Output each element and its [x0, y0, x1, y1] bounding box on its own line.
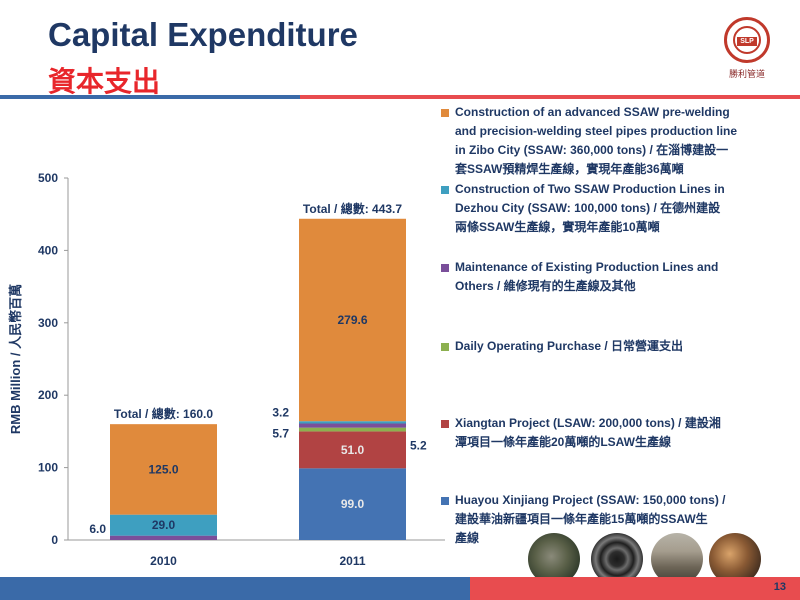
y-tick-label: 0 — [51, 533, 58, 547]
legend-item: Maintenance of Existing Production Lines… — [441, 258, 786, 296]
y-tick-label: 300 — [38, 316, 58, 330]
legend-item: Construction of Two SSAW Production Line… — [441, 180, 786, 237]
page-title-chinese: 資本支出 — [48, 65, 161, 98]
data-label: 29.0 — [152, 518, 176, 532]
bar-segment — [299, 421, 406, 424]
y-tick-label: 400 — [38, 243, 58, 257]
legend-label: Construction of Two SSAW Production Line… — [455, 182, 725, 234]
legend-label: Huayou Xinjiang Project (SSAW: 150,000 t… — [455, 493, 726, 545]
y-axis-title: RMB Million / 人民幣百萬 — [8, 284, 23, 434]
bar-segment — [110, 535, 217, 540]
header-divider-red — [300, 95, 800, 99]
welding-photo — [709, 533, 761, 585]
footer-band-blue — [0, 577, 470, 600]
legend-item: Construction of an advanced SSAW pre-wel… — [441, 103, 786, 179]
capex-stacked-bar-chart: 0 100 200 300 400 500 RMB Million / 人民幣百萬 2010 T… — [8, 171, 445, 568]
pipeline-laying-photo — [651, 533, 703, 585]
page-number: 13 — [773, 581, 786, 593]
legend-swatch — [441, 109, 449, 117]
legend-item: Xiangtan Project (LSAW: 200,000 tons) / … — [441, 414, 786, 452]
pipe-stack-photo — [528, 533, 580, 585]
bar-segment — [299, 423, 406, 428]
legend-label: Xiangtan Project (LSAW: 200,000 tons) / … — [455, 416, 721, 449]
data-label: 125.0 — [148, 462, 178, 476]
bar-total-label: Total / 總數: 160.0 — [114, 406, 213, 421]
data-label: 6.0 — [89, 522, 106, 536]
legend-swatch — [441, 264, 449, 272]
x-tick-label: 2011 — [339, 554, 365, 568]
y-tick-label: 100 — [38, 461, 58, 475]
page-title: Capital Expenditure — [48, 16, 358, 53]
legend-swatch — [441, 186, 449, 194]
data-label: 5.2 — [410, 439, 427, 453]
legend-swatch — [441, 420, 449, 428]
legend-swatch — [441, 343, 449, 351]
legend-label: Daily Operating Purchase / 日常營運支出 — [455, 339, 684, 353]
logo-badge: SLP — [737, 37, 757, 46]
bar-segment — [110, 514, 217, 536]
legend-item: Huayou Xinjiang Project (SSAW: 150,000 t… — [441, 491, 786, 548]
header-divider-blue — [0, 95, 300, 99]
data-label: 51.0 — [341, 443, 365, 457]
legend-item: Daily Operating Purchase / 日常營運支出 — [441, 337, 786, 356]
company-logo: SLP — [724, 17, 770, 63]
data-label: 99.0 — [341, 497, 365, 511]
data-label: 279.6 — [337, 313, 367, 327]
bar-segment — [299, 431, 406, 469]
legend-label: Construction of an advanced SSAW pre-wel… — [455, 105, 738, 176]
y-tick-label: 200 — [38, 388, 58, 402]
x-tick-label: 2010 — [150, 554, 177, 568]
bar-segment — [299, 218, 406, 422]
logo-caption: 勝利管道 — [728, 70, 765, 80]
logo-ring-icon — [733, 26, 761, 54]
bar-segment — [299, 468, 406, 540]
bar-total-label: Total / 總數: 443.7 — [303, 201, 402, 216]
data-label: 5.7 — [272, 427, 289, 441]
pipe-ends-photo — [591, 533, 643, 585]
footer-band-red — [470, 577, 800, 600]
legend-label: Maintenance of Existing Production Lines… — [455, 260, 719, 293]
bar-segment — [299, 427, 406, 432]
data-label: 3.2 — [272, 405, 289, 419]
y-tick-label: 500 — [38, 171, 58, 185]
legend-swatch — [441, 497, 449, 505]
bar-segment — [110, 424, 217, 515]
